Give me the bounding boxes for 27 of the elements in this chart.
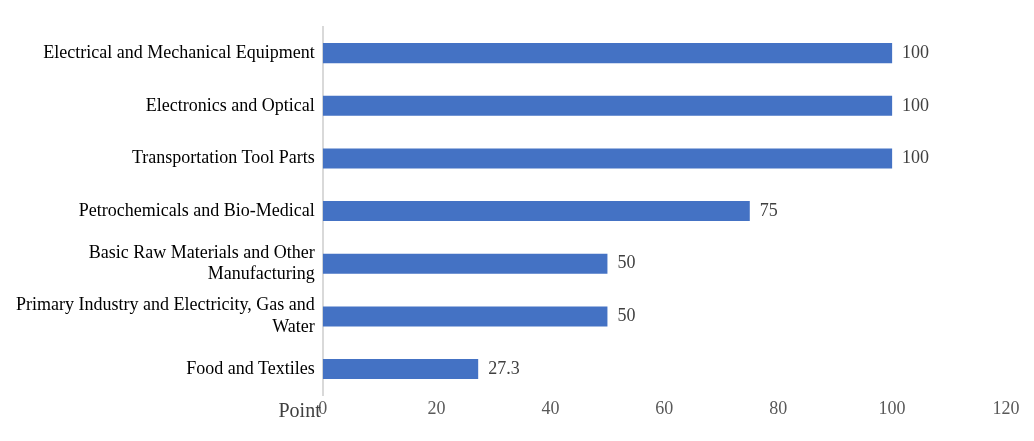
- y-tick-label: Basic Raw Materials and Other Manufacturing: [88, 241, 315, 284]
- y-tick-label: Electronics and Optical: [145, 94, 315, 115]
- x-tick-label: 40: [541, 397, 560, 418]
- bar: [322, 95, 893, 116]
- data-label: 27.3: [488, 357, 520, 378]
- y-tick-label: Transportation Tool Parts: [131, 147, 315, 168]
- data-label: 50: [617, 252, 636, 273]
- data-label: 100: [902, 147, 930, 168]
- bar: [322, 359, 479, 380]
- x-tick-label: 80: [769, 397, 788, 418]
- y-tick-label: Food and Textiles: [186, 357, 315, 378]
- bar: [322, 201, 750, 222]
- y-tick-label: Petrochemicals and Bio-Medical: [78, 199, 315, 220]
- data-label: 100: [902, 94, 930, 115]
- bar: [322, 253, 608, 274]
- y-tick-label: Electrical and Mechanical Equipment: [43, 41, 315, 62]
- y-tick-label: Primary Industry and Electricity, Gas and Water: [16, 294, 315, 336]
- data-label: 75: [759, 199, 778, 220]
- data-label: 50: [617, 305, 636, 326]
- data-label: 100: [902, 41, 930, 62]
- x-tick-label: 100: [878, 397, 906, 418]
- bar: [322, 306, 608, 327]
- x-tick-label: 60: [655, 397, 674, 418]
- x-tick-label: 120: [992, 397, 1020, 418]
- bar: [322, 43, 893, 64]
- bar: [322, 148, 893, 169]
- x-tick-label: 20: [427, 397, 446, 418]
